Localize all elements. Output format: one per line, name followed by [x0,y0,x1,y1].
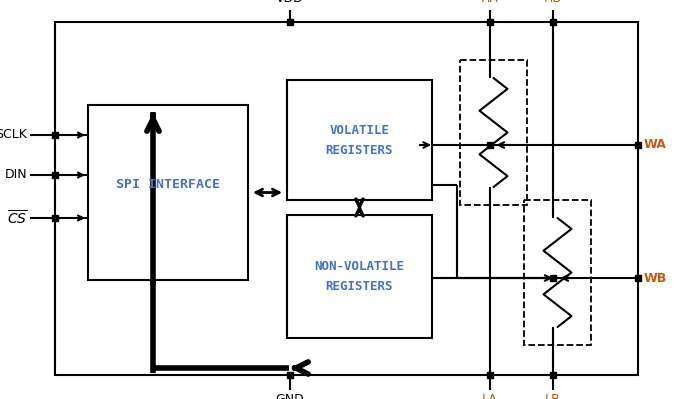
Text: SCLK: SCLK [0,128,27,142]
Text: HB: HB [544,0,562,5]
Text: LA: LA [482,393,498,399]
Text: VDD: VDD [276,0,304,5]
Text: DIN: DIN [4,168,27,182]
Bar [88,105,248,280]
Bar [524,200,591,345]
Text: $\overline{CS}$: $\overline{CS}$ [6,209,27,227]
Bar [287,80,432,200]
Bar [55,22,638,375]
Text: REGISTERS: REGISTERS [326,280,393,293]
Text: LB: LB [545,393,561,399]
Text: HA: HA [481,0,499,5]
Text: WB: WB [644,271,667,284]
Text: VOLATILE: VOLATILE [329,124,389,136]
Text: NON-VOLATILE: NON-VOLATILE [314,260,404,273]
Text: REGISTERS: REGISTERS [326,144,393,156]
Bar [287,215,432,338]
Text: GND: GND [276,393,305,399]
Text: SPI INTERFACE: SPI INTERFACE [116,178,220,191]
Bar [460,60,527,205]
Text: WA: WA [644,138,667,152]
